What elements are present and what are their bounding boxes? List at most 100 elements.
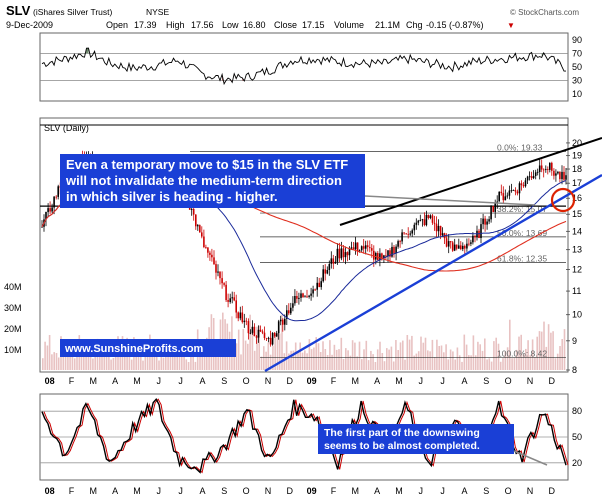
candle-body (423, 219, 426, 225)
volume-bar (552, 331, 554, 370)
volume-bar (413, 355, 415, 370)
volume-label: Volume (334, 20, 364, 30)
candle-body (334, 261, 337, 264)
candle-body (405, 233, 407, 235)
x-tick-label-lower: F (331, 486, 337, 496)
stoch-annotation-box (318, 424, 514, 454)
x-tick-label-upper: J (157, 376, 162, 386)
volume-bar (44, 341, 46, 370)
candle-body (241, 312, 244, 323)
candle-body (364, 245, 367, 249)
volume-bar (80, 344, 83, 370)
price-tick-label: 9 (572, 336, 577, 346)
candle-body (215, 264, 217, 273)
candle-body (559, 171, 561, 180)
volume-bar (349, 355, 352, 370)
volume-bar (411, 335, 413, 370)
volume-bar (447, 359, 450, 370)
volume-bar (215, 349, 217, 370)
volume-bar (237, 329, 240, 370)
candle-body (435, 223, 438, 232)
price-tick-label: 16 (572, 193, 582, 203)
volume-bar (253, 350, 256, 370)
volume-bar (511, 358, 513, 370)
volume-bar (89, 346, 92, 370)
rsi-overbought-fill (86, 48, 89, 54)
candle-body (502, 193, 505, 201)
candle-body (304, 296, 306, 298)
volume-value: 21.1M (375, 20, 400, 30)
upper-channel-line (339, 137, 602, 226)
volume-bar (62, 344, 65, 370)
volume-bar (194, 361, 197, 370)
volume-bar (304, 350, 306, 370)
x-tick-label-lower: A (461, 486, 467, 496)
volume-bar (272, 345, 274, 370)
volume-bar (547, 324, 550, 370)
candle-body (41, 226, 43, 228)
volume-bar (390, 346, 393, 370)
volume-bar (276, 333, 279, 370)
candle-body (207, 247, 209, 253)
candle-body (47, 208, 49, 213)
candle-body (192, 209, 195, 215)
candle-body (518, 183, 521, 194)
candle-body (199, 225, 201, 233)
volume-bar (322, 341, 324, 370)
x-tick-label-lower: O (505, 486, 512, 496)
volume-bar (162, 357, 165, 370)
candle-body (314, 289, 316, 291)
volume-bar (308, 339, 311, 370)
volume-bar (429, 351, 431, 370)
candle-body (275, 333, 278, 337)
candle-body (474, 235, 476, 238)
candle-body (395, 246, 397, 254)
volume-bar (48, 335, 51, 370)
volume-bar (356, 356, 358, 370)
volume-bar (260, 356, 263, 370)
volume-bar (381, 353, 384, 370)
volume-bar (249, 314, 251, 370)
volume-bar (563, 329, 566, 370)
price-tick-label: 17 (572, 178, 582, 188)
volume-bar (256, 326, 258, 370)
volume-bar (406, 335, 409, 370)
volume-bar (297, 352, 299, 370)
volume-bar (540, 331, 543, 370)
fib-level-label: 0.0%: 19.33 (497, 142, 543, 152)
volume-bar (513, 357, 516, 370)
volume-bar (326, 355, 329, 370)
volume-bar (110, 359, 112, 370)
rsi-tick-label: 50 (572, 62, 582, 72)
stoch-annotation-pointer (513, 450, 548, 466)
candle-body (411, 230, 413, 234)
volume-bar (281, 314, 283, 370)
candle-body (557, 171, 559, 174)
volume-bar (53, 352, 55, 370)
volume-bar (242, 329, 245, 370)
candle-body (385, 255, 387, 257)
volume-bar (140, 355, 142, 370)
candle-body (239, 312, 242, 319)
volume-bar (185, 359, 188, 370)
volume-bar (146, 352, 149, 370)
low-label: Low (222, 20, 239, 30)
volume-bar (265, 351, 267, 370)
candle-body (492, 206, 494, 212)
candle-body (308, 295, 310, 297)
volume-bar (144, 352, 147, 370)
volume-bar (431, 339, 434, 370)
candle-body (506, 195, 509, 197)
candle-body (498, 191, 500, 202)
volume-bar (71, 345, 74, 370)
chg-label: Chg (406, 20, 423, 30)
candle-body (290, 307, 292, 314)
volume-bar (160, 349, 163, 370)
candle-body (51, 207, 53, 212)
volume-bar (292, 350, 295, 370)
candle-body (391, 246, 393, 257)
volume-bar (171, 347, 174, 370)
candle-body (312, 289, 314, 294)
candle-body (253, 326, 256, 337)
target-circle (550, 187, 576, 213)
